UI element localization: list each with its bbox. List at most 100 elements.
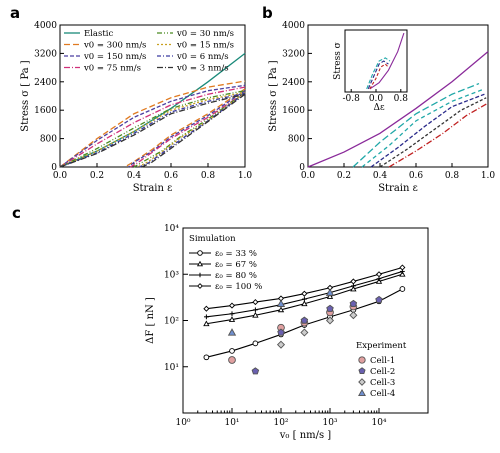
exp-point xyxy=(325,288,335,296)
exp-point xyxy=(277,328,285,336)
exp-point xyxy=(276,299,286,307)
legend-exp-entry: Cell-4 xyxy=(370,389,395,399)
sim-point xyxy=(350,278,357,285)
sim-point xyxy=(399,286,406,292)
plot-frame xyxy=(307,24,489,168)
chart-a: 0.0 0.2 0.4 0.6 0.8 1.0 0 800 1600 2400 3200 4000 St… xyxy=(20,21,252,194)
exp-point xyxy=(325,316,335,325)
y-tick-label: 4000 xyxy=(282,21,305,31)
sim-point xyxy=(203,320,210,327)
x-tick-label: 10² xyxy=(273,418,288,428)
y-tick-label: 2400 xyxy=(282,78,305,88)
exp-point xyxy=(326,304,334,312)
sim-point xyxy=(301,290,308,297)
x-tick-label: 0.0 xyxy=(53,171,68,181)
inset-x-tick-label: 0.8 xyxy=(394,94,409,104)
series-line xyxy=(352,82,480,168)
series-line xyxy=(361,88,485,168)
x-tick-label: 10⁴ xyxy=(371,418,386,428)
inset-series-line xyxy=(366,57,391,90)
series-unload-line xyxy=(129,91,246,168)
series-unload-line xyxy=(133,91,246,168)
legend-exp-entry: Cell-1 xyxy=(370,356,395,366)
x-tick-label: 0.8 xyxy=(445,171,460,181)
sim-point xyxy=(229,311,235,317)
x-tick-label: 0.4 xyxy=(373,171,388,181)
series-line xyxy=(370,93,485,168)
legend-entry: v0 = 300 nm/s xyxy=(83,41,146,51)
inset-x-tick-label: 0.0 xyxy=(369,94,384,104)
legend-sim-marker xyxy=(197,272,203,278)
y-tick-label: 800 xyxy=(40,135,57,145)
y-tick-label: 1600 xyxy=(282,106,305,116)
y-tick-label: 0 xyxy=(51,163,57,173)
x-tick-label: 0.2 xyxy=(90,171,104,181)
x-tick-label: 10¹ xyxy=(224,418,239,428)
legend-sim-marker xyxy=(197,283,203,289)
series-line xyxy=(307,51,489,168)
x-tick-label: 1.0 xyxy=(481,171,496,181)
inset-series-line xyxy=(367,60,389,90)
inset-x-label: Δε xyxy=(374,103,385,113)
sim-point xyxy=(399,270,406,277)
series-line xyxy=(59,92,246,168)
y-tick-label: 800 xyxy=(288,135,305,145)
panel-label-c: c xyxy=(12,204,21,222)
legend-entry: v0 = 3 nm/s xyxy=(176,64,229,74)
sim-point xyxy=(228,316,236,322)
sim-point xyxy=(252,340,259,347)
x-tick-label: 0.2 xyxy=(337,171,351,181)
sim-point xyxy=(375,271,383,278)
exp-point xyxy=(300,328,309,337)
x-axis-label: v₀ [ nm/s ] xyxy=(279,430,332,441)
y-tick-label: 10² xyxy=(164,317,179,327)
exp-point xyxy=(300,316,309,324)
inset-y-label: Stress σ xyxy=(333,42,343,80)
x-tick-label: 0.4 xyxy=(127,171,142,181)
series-line xyxy=(59,93,246,168)
y-axis-label: Stress σ [ Pa ] xyxy=(268,60,279,132)
legend-exp-marker xyxy=(358,378,366,386)
chart-c: 10⁰ 10¹ 10² 10³ 10⁴ 10¹ 10² 10³ 10⁴ v₀ [ nm/s ] ΔF… xyxy=(145,224,429,441)
y-tick-label: 3200 xyxy=(282,49,305,59)
exp-point xyxy=(349,299,358,307)
exp-point xyxy=(276,340,286,349)
inset-series-line xyxy=(369,32,405,90)
y-tick-label: 10³ xyxy=(164,270,179,280)
x-tick-label: 10³ xyxy=(322,418,337,428)
sim-point xyxy=(228,302,236,309)
y-tick-label: 0 xyxy=(299,163,305,173)
legend-exp-marker xyxy=(358,367,366,375)
y-tick-label: 2400 xyxy=(34,78,57,88)
x-tick-label: 0.6 xyxy=(409,171,424,181)
inset-series-line xyxy=(369,63,389,90)
series-line xyxy=(59,86,246,168)
legend-entry: v0 = 15 nm/s xyxy=(176,41,234,51)
inset-frame xyxy=(344,29,408,93)
legend-title-experiment: Experiment xyxy=(356,341,407,351)
y-tick-label: 3200 xyxy=(34,49,57,59)
sim-point xyxy=(277,306,285,313)
series-line xyxy=(379,97,487,168)
sim-point xyxy=(301,300,308,307)
legend-sim-entry: ε₀ = 67 % xyxy=(215,260,257,270)
exp-point xyxy=(349,311,358,320)
sim-point xyxy=(203,354,210,361)
legend-exp-entry: Cell-2 xyxy=(370,367,395,377)
panel-label-a: a xyxy=(10,4,20,22)
plot-frame xyxy=(59,24,246,168)
sim-point xyxy=(252,307,258,313)
series-unload-line xyxy=(124,88,246,168)
y-tick-label: 1600 xyxy=(34,106,57,116)
y-tick-label: 4000 xyxy=(34,21,57,31)
series-line xyxy=(388,102,489,168)
legend-entry: v0 = 150 nm/s xyxy=(83,52,146,62)
y-tick-label: 10⁴ xyxy=(164,224,179,234)
legend-entry: Elastic xyxy=(84,29,113,39)
y-axis-label: Stress σ [ Pa ] xyxy=(20,60,31,132)
x-axis-label: Strain ε xyxy=(133,183,173,194)
sim-point xyxy=(375,278,383,284)
sim-point xyxy=(326,293,334,299)
sim-point xyxy=(252,311,259,318)
